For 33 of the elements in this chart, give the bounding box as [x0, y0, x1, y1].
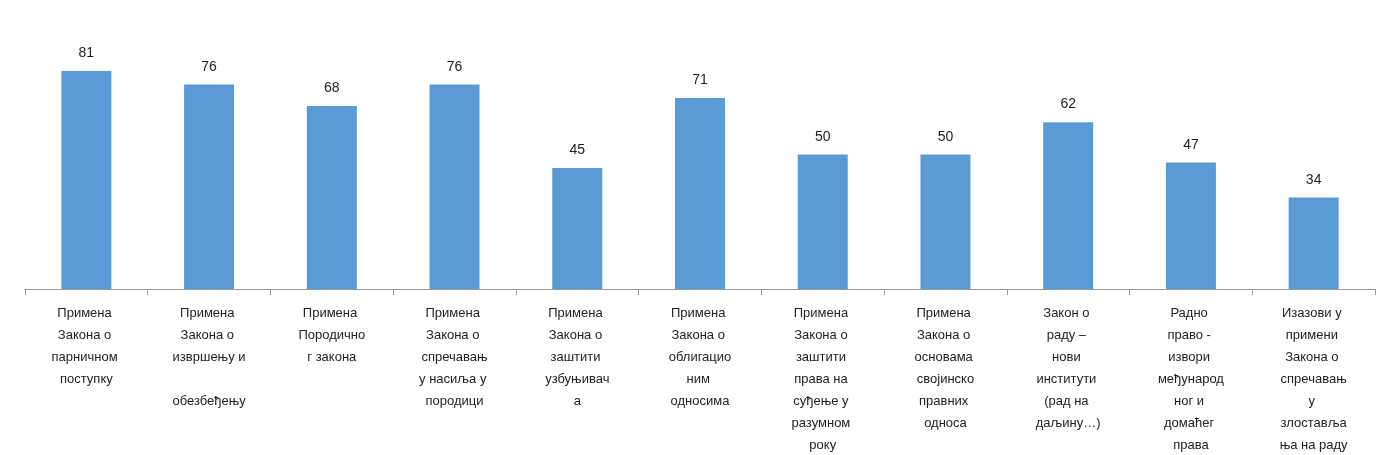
- x-tick-label: Изазови у примени Закона о спречавању злостављања на раду: [1279, 304, 1349, 452]
- data-label: 68: [324, 79, 340, 96]
- bar: [675, 98, 725, 289]
- data-label: 71: [692, 71, 708, 88]
- x-tick-label: Закон о раду – нови институти (рад на даљину…): [1035, 304, 1101, 430]
- data-label: 50: [937, 127, 954, 144]
- data-label: 62: [1060, 95, 1077, 112]
- x-tick-label: Примена Закона о заштити права на суђење у разумном року: [791, 304, 854, 452]
- bar: [1043, 122, 1094, 289]
- bar: [61, 71, 112, 289]
- x-tick-label: Примена Закона о спречавању насиља у породици: [419, 304, 491, 408]
- data-label: 47: [1183, 135, 1199, 152]
- bar: [429, 84, 480, 289]
- bar: [1165, 162, 1216, 289]
- x-tick-label: Примена Породичног закона: [298, 304, 366, 364]
- x-tick-label: Примена Закона о парничном поступку: [51, 304, 122, 386]
- data-label: 34: [1305, 170, 1322, 187]
- category-label: Примена Закона о извршењу и обезбеђењу: [172, 304, 246, 408]
- bar: [184, 84, 235, 289]
- x-tick-label: Примена Закона о заштити узбуњивача: [545, 304, 610, 408]
- bar: [306, 106, 357, 289]
- x-tick-label: Примена Закона о основама својинскоправних односа: [914, 304, 977, 430]
- data-label: 76: [446, 57, 463, 74]
- data-label: 81: [78, 44, 95, 61]
- bar: [552, 167, 603, 289]
- data-label: 45: [569, 140, 586, 157]
- x-tick-label: Примена Закона о облигационим односима: [668, 304, 732, 408]
- x-tick-label: Радно право - извори међународног и домаћег права: [1157, 304, 1225, 452]
- data-label: 76: [201, 57, 218, 74]
- bar: [797, 154, 848, 289]
- data-label: 50: [814, 127, 831, 144]
- bar: [920, 154, 971, 289]
- bar: [1288, 197, 1339, 289]
